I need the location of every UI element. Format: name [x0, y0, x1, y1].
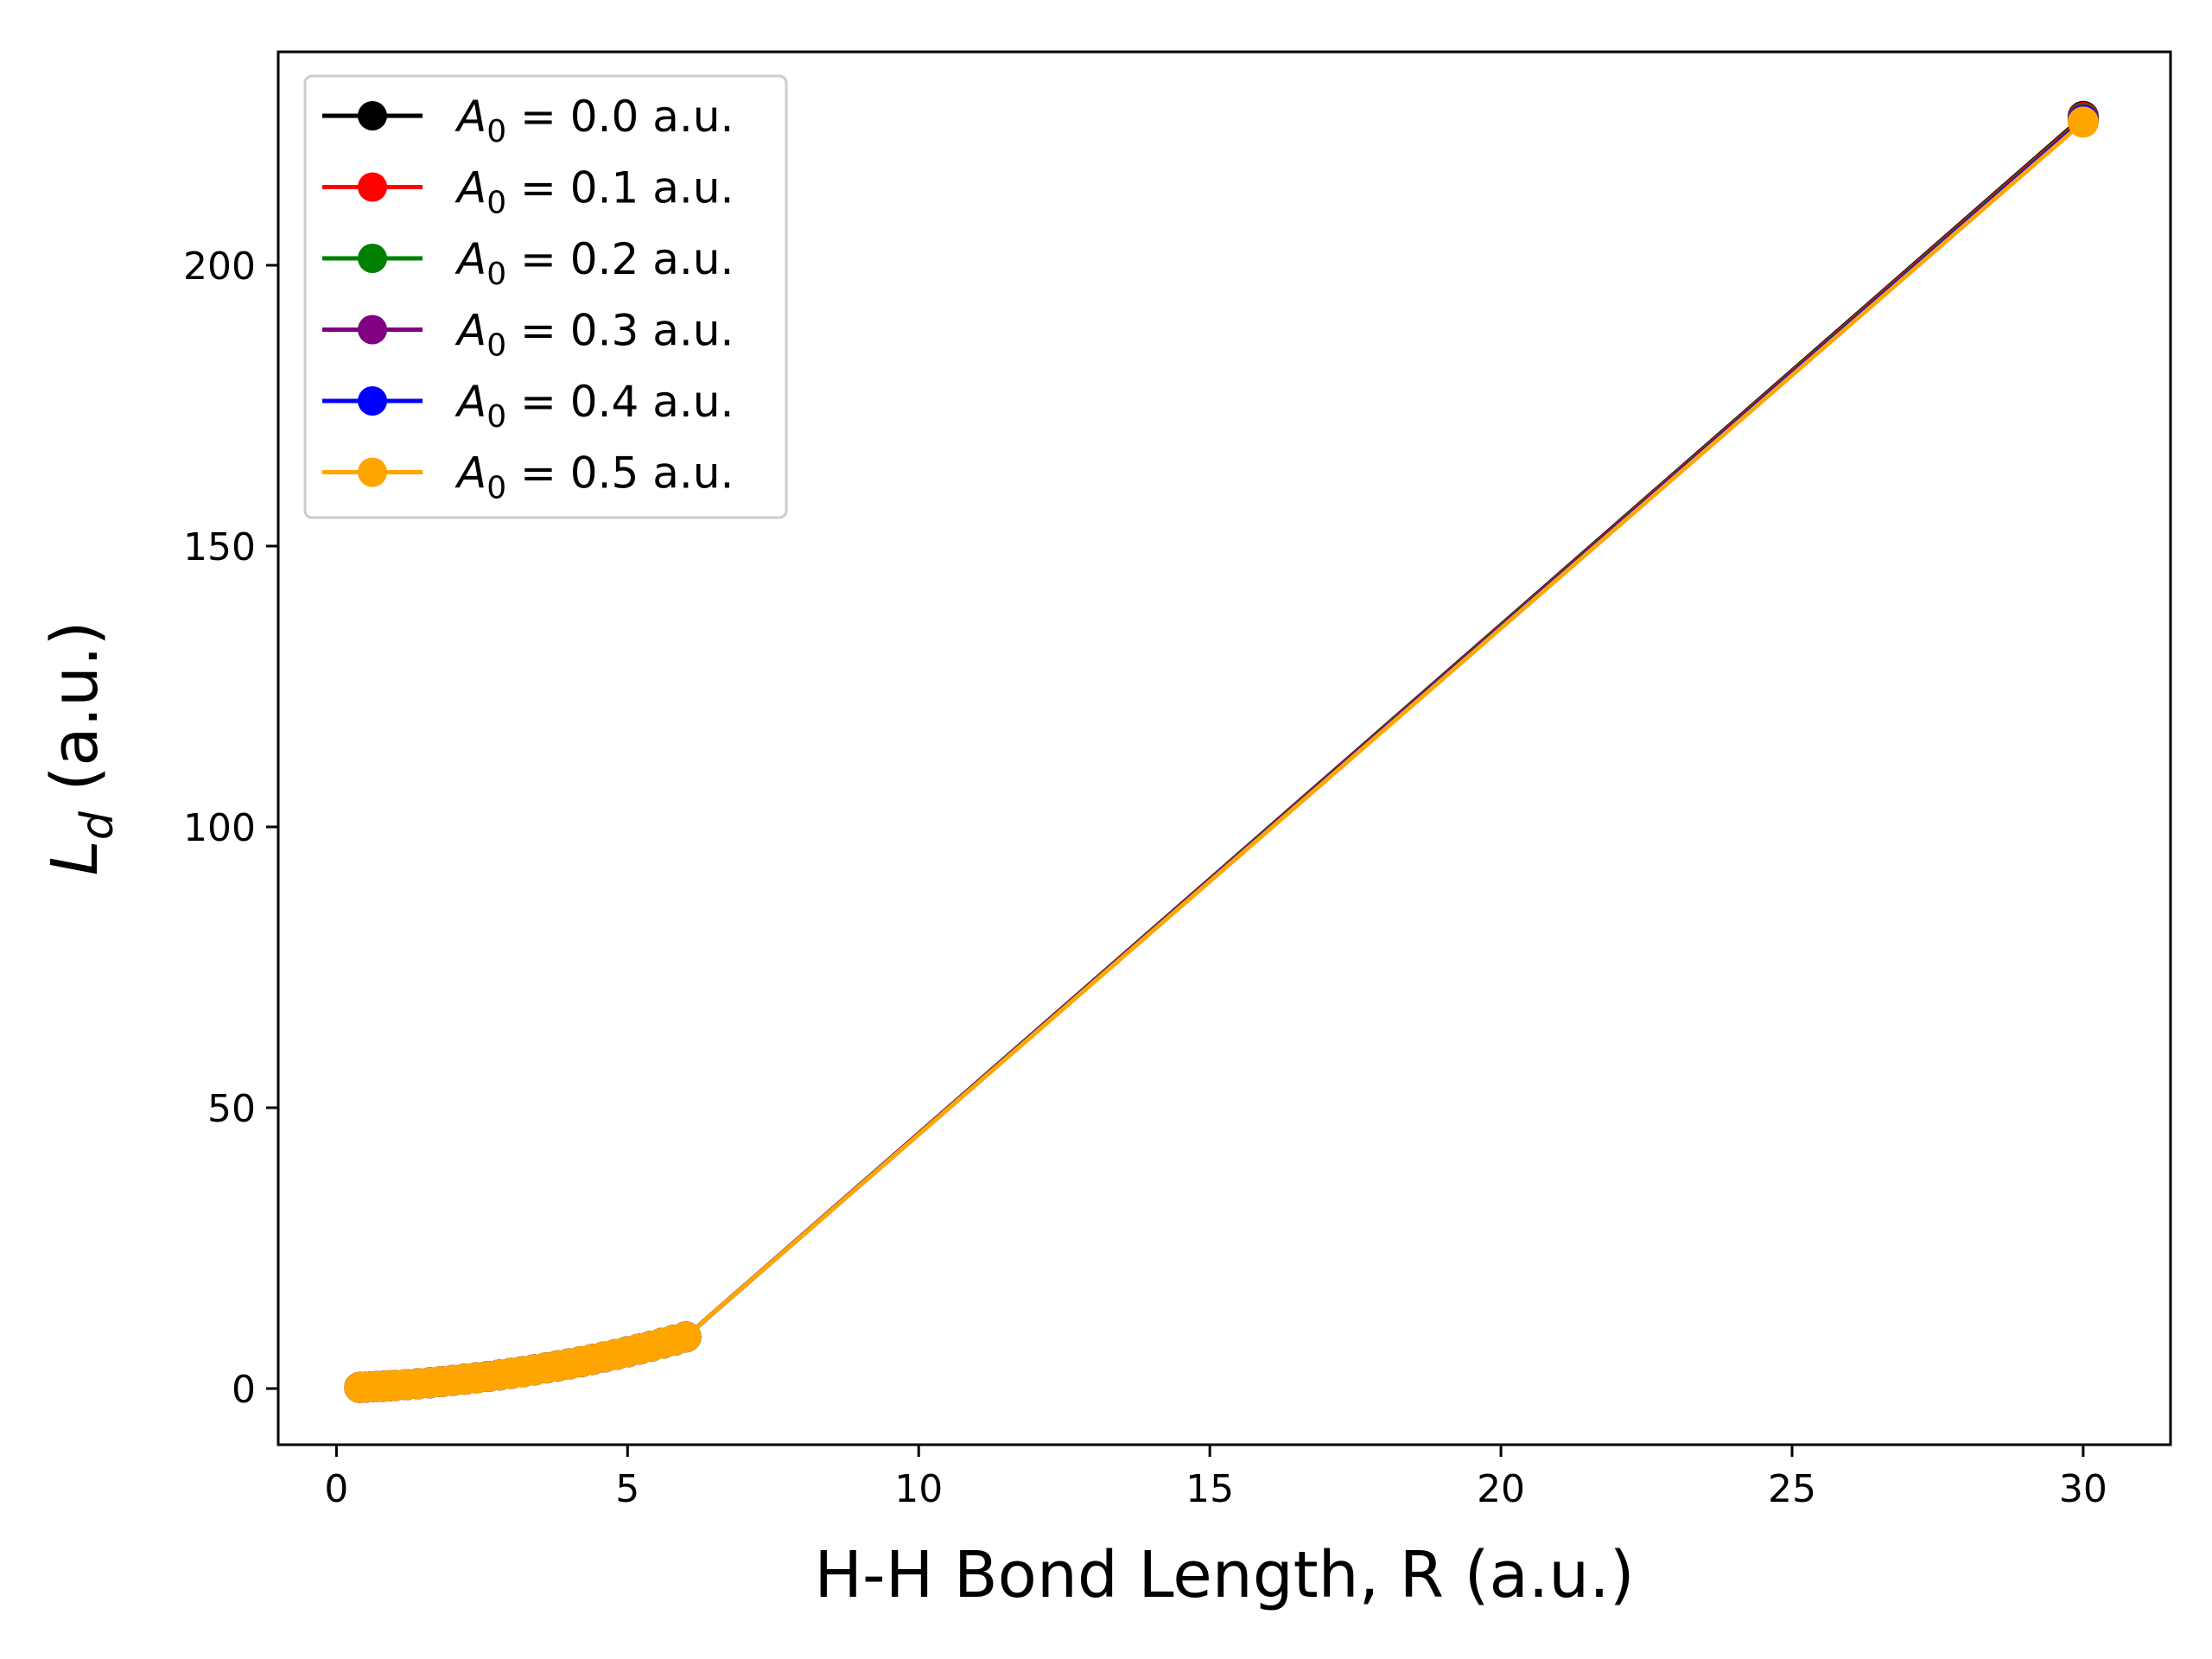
y-axis-title-main: L	[38, 840, 112, 875]
axes: 0 5 10 15 20 25 30 0 50 100 150 200	[183, 245, 2107, 1511]
legend-label-subscript: 0	[486, 186, 506, 221]
y-tick-label: 200	[183, 245, 256, 289]
legend-label-symbol: A	[454, 92, 486, 142]
legend-label-value: = 0.4 a.u.	[506, 377, 734, 427]
legend-label-subscript: 0	[486, 399, 506, 435]
legend: A0 = 0.0 a.u.A0 = 0.1 a.u.A0 = 0.2 a.u.A…	[303, 74, 788, 519]
legend-item: A0 = 0.1 a.u.	[322, 163, 734, 221]
legend-marker	[358, 315, 387, 345]
legend-label: A0 = 0.4 a.u.	[454, 377, 734, 435]
legend-label-subscript: 0	[486, 114, 506, 149]
axes-frame	[276, 50, 2172, 1446]
x-tick-label: 5	[615, 1467, 639, 1511]
data-point	[670, 1321, 702, 1353]
y-tick-label: 0	[232, 1368, 256, 1412]
legend-label-symbol: A	[454, 234, 486, 284]
y-axis-title-subscript: d	[72, 810, 124, 840]
x-tick-label: 10	[894, 1467, 943, 1511]
legend-label-symbol: A	[454, 306, 486, 356]
legend-label-value: = 0.3 a.u.	[506, 306, 734, 356]
legend-marker	[358, 457, 387, 487]
legend-label: A0 = 0.2 a.u.	[454, 234, 734, 292]
legend-label-value: = 0.0 a.u.	[506, 92, 734, 142]
y-tick-label: 50	[207, 1087, 256, 1131]
legend-marker	[358, 386, 387, 416]
x-tick-label: 0	[324, 1467, 348, 1511]
legend-label-symbol: A	[454, 163, 486, 213]
legend-item: A0 = 0.5 a.u.	[322, 448, 734, 506]
y-tick-label: 150	[183, 525, 256, 569]
legend-label: A0 = 0.1 a.u.	[454, 163, 734, 221]
legend-marker	[358, 101, 387, 130]
legend-label: A0 = 0.5 a.u.	[454, 448, 734, 506]
legend-item: A0 = 0.2 a.u.	[322, 234, 734, 292]
legend-label-value: = 0.2 a.u.	[506, 234, 734, 284]
legend-frame	[303, 74, 788, 519]
x-tick-label: 25	[1768, 1467, 1816, 1511]
y-tick-label: 100	[183, 806, 256, 850]
x-tick-label: 20	[1477, 1467, 1525, 1511]
legend-marker	[358, 172, 387, 202]
legend-marker	[358, 244, 387, 273]
plot-area	[344, 100, 2099, 1403]
legend-label-symbol: A	[454, 377, 486, 427]
x-tick-label: 30	[2059, 1467, 2107, 1511]
legend-label-symbol: A	[454, 448, 486, 499]
legend-label-value: = 0.5 a.u.	[506, 448, 734, 499]
legend-item: A0 = 0.4 a.u.	[322, 377, 734, 435]
y-axis-title-suffix: (a.u.)	[38, 621, 112, 812]
data-point	[2067, 106, 2099, 138]
legend-label: A0 = 0.3 a.u.	[454, 306, 734, 364]
series-5	[344, 106, 2099, 1403]
legend-label-value: = 0.1 a.u.	[506, 163, 734, 213]
legend-item: A0 = 0.3 a.u.	[322, 306, 734, 364]
legend-label: A0 = 0.0 a.u.	[454, 92, 734, 149]
x-tick-label: 15	[1185, 1467, 1234, 1511]
legend-item: A0 = 0.0 a.u.	[322, 92, 734, 149]
legend-label-subscript: 0	[486, 328, 506, 364]
legend-label-subscript: 0	[486, 257, 506, 292]
legend-label-subscript: 0	[486, 471, 506, 506]
x-axis-title: H-H Bond Length, R (a.u.)	[814, 1538, 1634, 1612]
y-axis-title: Ld (a.u.)	[38, 621, 124, 876]
